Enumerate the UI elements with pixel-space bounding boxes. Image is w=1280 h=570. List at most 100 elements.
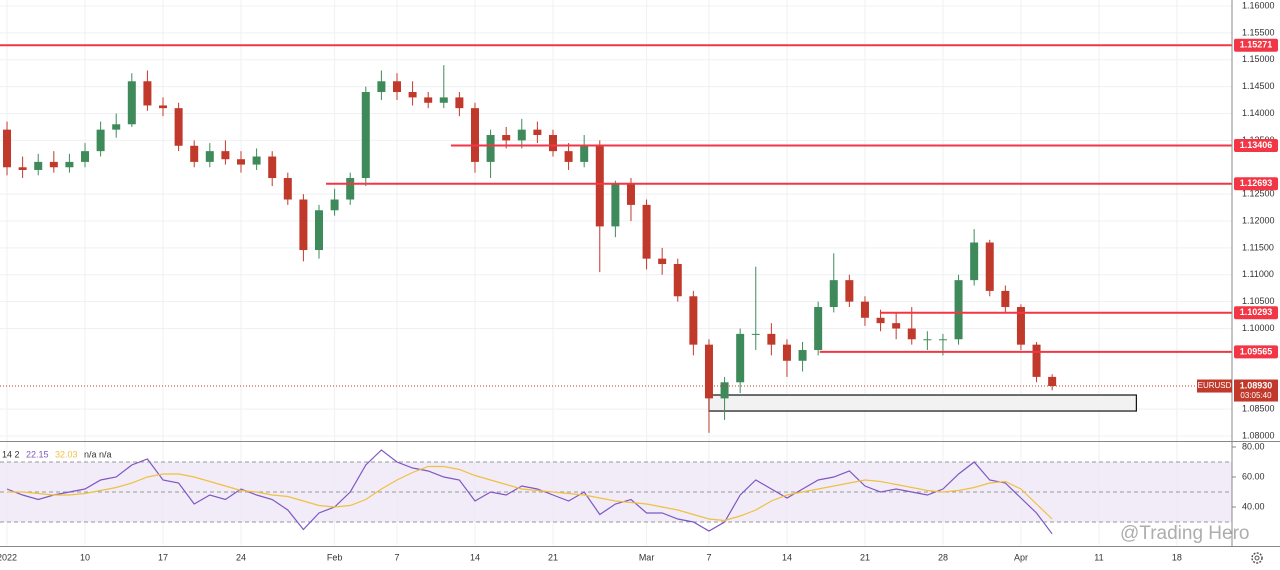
- candle-body: [876, 317, 885, 324]
- candle-body: [533, 129, 542, 136]
- price-tag: [1234, 379, 1278, 402]
- candle-body: [392, 81, 401, 93]
- level-label: 1.09565: [1240, 346, 1273, 356]
- candle-body: [1048, 376, 1057, 387]
- candle-body: [408, 92, 417, 98]
- candle-body: [18, 167, 27, 170]
- candle-body: [845, 280, 854, 302]
- candle-body: [970, 242, 979, 281]
- candle-body: [252, 156, 261, 165]
- symbol-label: EURUSD: [1198, 381, 1232, 390]
- y-tick-label: 1.12000: [1242, 215, 1275, 225]
- candle-body: [330, 199, 339, 211]
- symbol-tag: [1197, 379, 1232, 393]
- x-tick-label: 7: [706, 552, 711, 562]
- y-tick-label: 1.08000: [1242, 430, 1275, 440]
- candle-body: [377, 81, 386, 93]
- zone: [708, 394, 1137, 412]
- level-tag: [1234, 138, 1278, 152]
- indicator-value: 22.15: [26, 449, 49, 459]
- x-tick-label: 17: [158, 552, 168, 562]
- candle-body: [221, 151, 230, 160]
- candle-body: [424, 97, 433, 103]
- y-tick-label: 1.14500: [1242, 81, 1275, 91]
- countdown-label: 03:05:40: [1240, 391, 1272, 400]
- level-label: 1.12693: [1240, 178, 1273, 188]
- x-tick-label: Feb: [327, 552, 343, 562]
- y-tick-label: 1.15500: [1242, 27, 1275, 37]
- candle-body: [954, 280, 963, 340]
- y-tick-label: 1.16000: [1242, 0, 1275, 10]
- y-tick-label: 1.10500: [1242, 296, 1275, 306]
- y-tick-label: 60.00: [1242, 471, 1265, 481]
- candle-body: [112, 124, 121, 130]
- candle-body: [923, 339, 932, 341]
- candle-body: [798, 350, 807, 361]
- candle-body: [283, 178, 292, 200]
- candle-body: [96, 129, 105, 152]
- candle-body: [782, 344, 791, 361]
- x-tick-label: 21: [548, 552, 558, 562]
- y-tick-label: 1.10000: [1242, 323, 1275, 333]
- candle-body: [3, 129, 12, 168]
- settings-icon[interactable]: [1251, 552, 1263, 564]
- candle-body: [751, 333, 760, 335]
- candle-body: [34, 161, 43, 170]
- candle-body: [938, 339, 947, 341]
- candle-body: [689, 296, 698, 345]
- x-tick-label: 14: [782, 552, 792, 562]
- candle-body: [268, 156, 277, 179]
- candle-body: [361, 92, 370, 179]
- level-label: 1.15271: [1240, 40, 1273, 50]
- candle-body: [470, 108, 479, 162]
- candle-body: [174, 108, 183, 146]
- candle-body: [626, 183, 635, 205]
- candle-body: [1001, 290, 1010, 308]
- candle-body: [720, 382, 729, 399]
- candle-body: [860, 301, 869, 318]
- candle-body: [143, 81, 152, 106]
- y-tick-label: 80.00: [1242, 441, 1265, 451]
- level-label: 1.13406: [1240, 140, 1273, 150]
- candle-body: [985, 242, 994, 291]
- series-line: [6, 449, 1053, 535]
- y-tick-label: 1.08500: [1242, 404, 1275, 414]
- candle-body: [346, 178, 355, 200]
- level-tag: [1234, 177, 1278, 191]
- y-tick-label: 1.11000: [1242, 269, 1274, 279]
- candle-body: [564, 151, 573, 162]
- candle-body: [65, 161, 74, 168]
- candle-body: [580, 145, 589, 162]
- level-label: 1.10293: [1240, 307, 1273, 317]
- candle-body: [205, 151, 214, 162]
- watermark: @Trading Hero: [1120, 523, 1249, 544]
- x-tick-label: 24: [236, 552, 246, 562]
- candle-body: [81, 151, 90, 162]
- indicator-na: n/a n/a: [84, 449, 112, 459]
- candle-body: [736, 333, 745, 383]
- candle-body: [595, 145, 604, 227]
- indicator-label: 14 2: [2, 449, 20, 459]
- candle-body: [455, 97, 464, 109]
- candle-body: [49, 161, 58, 168]
- x-tick-label: 7: [394, 552, 399, 562]
- candle-body: [892, 323, 901, 329]
- candle-body: [767, 333, 776, 345]
- candle-body: [439, 97, 448, 103]
- y-tick-label: 1.14000: [1242, 108, 1275, 118]
- candle-body: [299, 199, 308, 251]
- candle-body: [190, 145, 199, 162]
- y-tick-label: 1.15000: [1242, 54, 1275, 64]
- x-tick-label: 11: [1094, 552, 1103, 562]
- x-tick-label: 10: [80, 552, 90, 562]
- level-tag: [1234, 38, 1278, 52]
- x-tick-label: 2022: [0, 552, 17, 562]
- candle-body: [814, 307, 823, 351]
- indicator-value: 32.03: [55, 449, 78, 459]
- candle-body: [907, 328, 916, 340]
- candle-body: [517, 129, 526, 141]
- candle-body: [1016, 307, 1025, 345]
- y-tick-label: 1.12500: [1242, 189, 1275, 199]
- candle-body: [486, 135, 495, 162]
- level-tag: [1234, 345, 1278, 359]
